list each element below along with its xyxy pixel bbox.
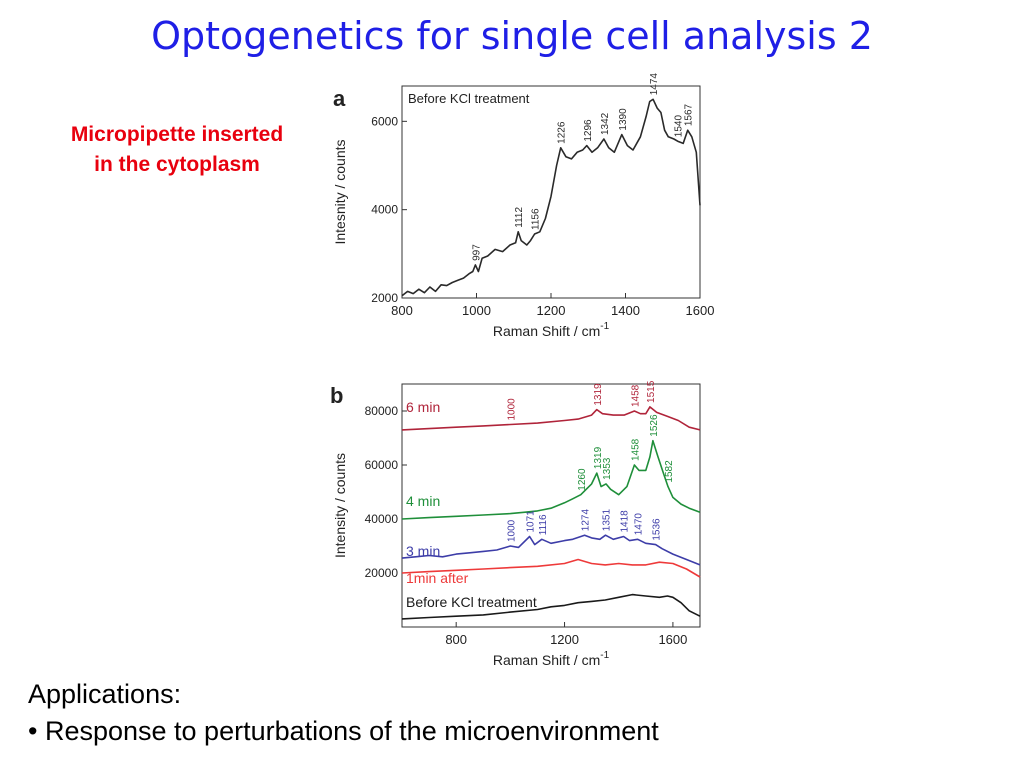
peak-label: 1274	[581, 509, 592, 532]
series-line-4	[401, 593, 701, 620]
slide-title: Optogenetics for single cell analysis 2	[151, 14, 873, 58]
y-tick-label: 80000	[365, 404, 399, 418]
series-line-3	[401, 558, 701, 578]
peak-label: 1458	[630, 438, 641, 461]
x-tick-label: 1200	[550, 632, 579, 647]
peak-label: 997	[471, 244, 482, 261]
peak-label: 1319	[593, 383, 604, 406]
panel-label: a	[333, 86, 346, 111]
peak-label: 1418	[620, 510, 631, 533]
series-label-2: 3 min	[406, 543, 440, 559]
peak-label: 1000	[506, 398, 517, 421]
y-axis-title: Intesnity / counts	[332, 139, 348, 244]
applications-heading: Applications:	[28, 679, 182, 709]
peak-label: 1226	[557, 121, 568, 144]
y-axis-title: Intensity / counts	[332, 453, 348, 558]
peak-label: 1540	[674, 115, 685, 138]
annotation-line-2: in the cytoplasm	[94, 153, 260, 176]
series-label-4: Before KCl treatment	[406, 594, 537, 610]
x-tick-label: 1600	[686, 303, 715, 318]
y-tick-label: 60000	[365, 458, 399, 472]
peak-label: 1353	[602, 457, 613, 480]
series-line-1	[401, 439, 701, 520]
peak-label: 1390	[618, 108, 629, 131]
y-tick-label: 2000	[371, 291, 398, 305]
x-tick-label: 800	[391, 303, 413, 318]
peak-label: 1112	[514, 207, 525, 228]
legend-text: Before KCl treatment	[408, 91, 530, 106]
peak-label: 1536	[652, 518, 663, 541]
peak-label: 1156	[531, 208, 542, 230]
x-axis-title: Raman Shift / cm-1	[493, 650, 610, 668]
peak-label: 1260	[577, 468, 588, 491]
peak-label: 1071	[526, 510, 537, 533]
series-line-2	[401, 534, 701, 566]
series-label-3: 1min after	[406, 570, 469, 586]
x-tick-label: 1600	[658, 632, 687, 647]
annotation-line-1: Micropipette inserted	[70, 123, 284, 146]
y-tick-label: 20000	[365, 566, 399, 580]
plot-frame	[401, 383, 701, 628]
y-tick-label: 6000	[371, 114, 398, 128]
applications-bullet: • Response to perturbations of the micro…	[28, 716, 659, 746]
peak-label: 1515	[646, 380, 657, 403]
x-tick-label: 1400	[611, 303, 640, 318]
peak-label: 1296	[583, 119, 594, 142]
series-label-0: 6 min	[406, 399, 440, 415]
y-tick-label: 4000	[371, 203, 398, 217]
peak-label: 1567	[684, 103, 695, 126]
peak-label: 1470	[634, 513, 645, 536]
peak-label: 1474	[649, 73, 660, 96]
series-label-1: 4 min	[406, 493, 440, 509]
x-axis-title-sup: -1	[600, 321, 609, 332]
peak-label: 1116	[538, 514, 549, 535]
peak-label: 1000	[506, 519, 517, 542]
peak-label: 1342	[600, 112, 611, 135]
x-axis-title-text: Raman Shift / cm	[493, 652, 600, 668]
x-tick-label: 1200	[537, 303, 566, 318]
peak-label: 1351	[601, 509, 612, 532]
x-tick-label: 800	[445, 632, 467, 647]
peak-label: 1526	[649, 414, 660, 437]
x-axis-title: Raman Shift / cm-1	[493, 321, 610, 339]
panel-label: b	[330, 383, 343, 408]
x-axis-title-text: Raman Shift / cm	[493, 323, 600, 339]
series-line-0	[401, 406, 701, 431]
x-axis-title-sup: -1	[600, 650, 609, 661]
annotation-note: Micropipette inserted in the cytoplasm	[22, 120, 332, 180]
peak-label: 1319	[593, 446, 604, 469]
peak-label: 1582	[664, 460, 675, 483]
x-tick-label: 1000	[462, 303, 491, 318]
y-tick-label: 40000	[365, 512, 399, 526]
series-line-0	[401, 98, 701, 297]
applications-block: Applications: • Response to perturbation…	[28, 676, 659, 750]
peak-label: 1458	[630, 384, 641, 407]
